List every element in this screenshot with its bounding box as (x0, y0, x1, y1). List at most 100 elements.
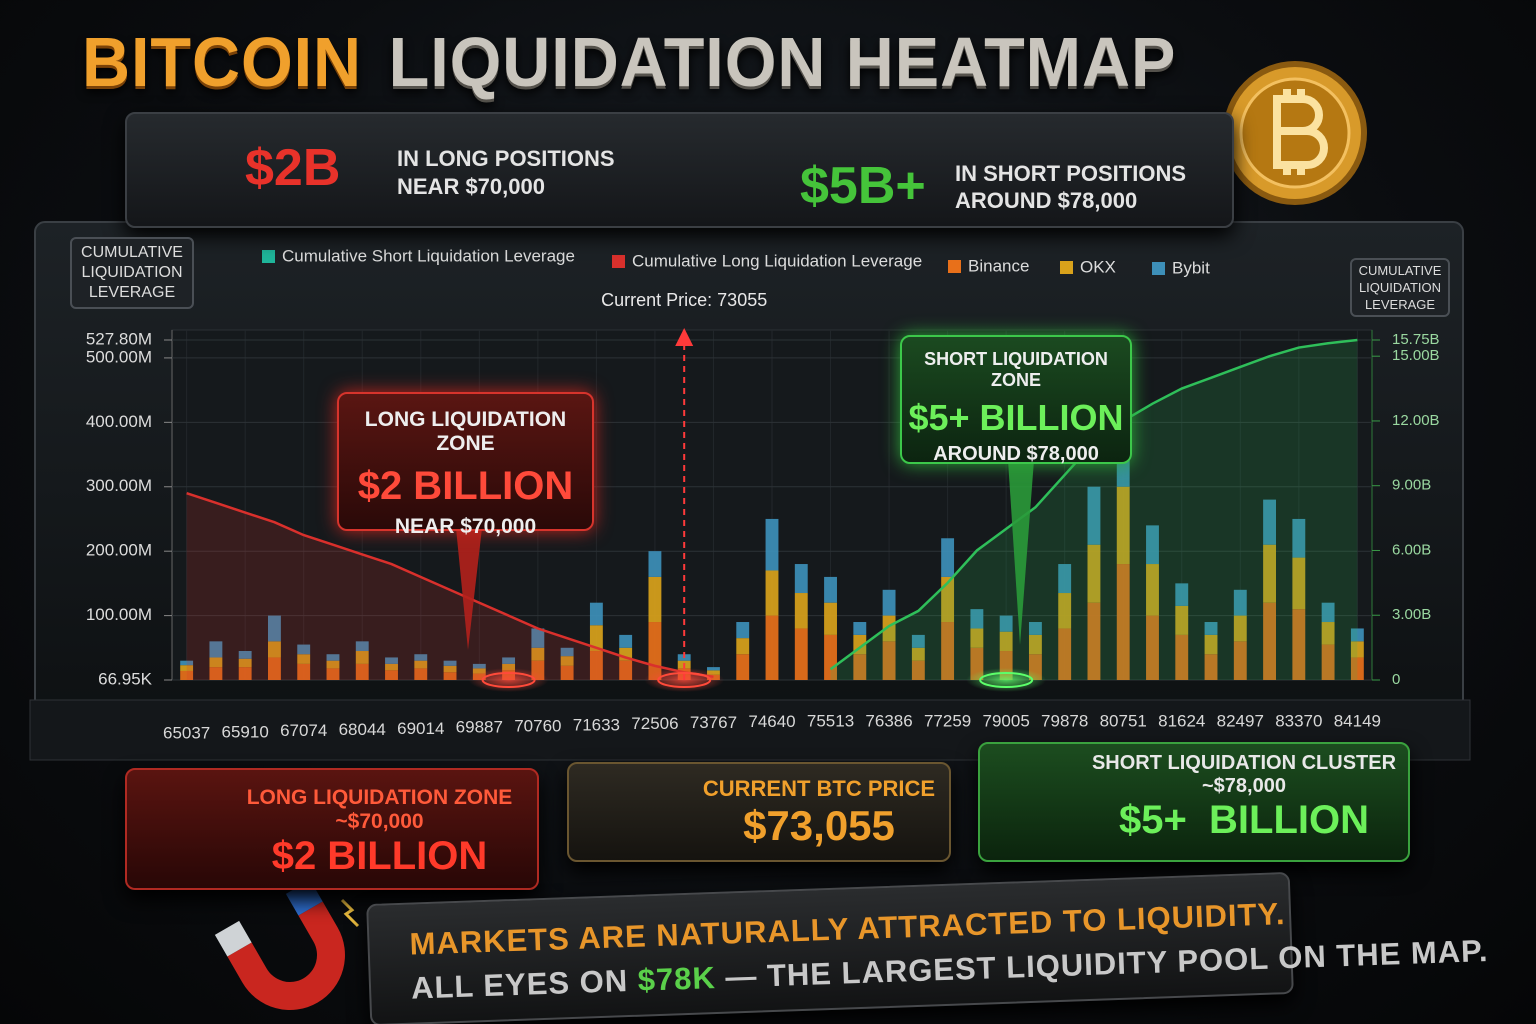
bar-segment (1233, 589, 1247, 616)
legend-label: OKX (1080, 257, 1116, 276)
bar-segment (1028, 622, 1042, 635)
bar-segment (1233, 615, 1247, 642)
x-tick-label: 79878 (1041, 711, 1088, 730)
bar-segment (824, 576, 837, 603)
bar-segment (1146, 525, 1159, 565)
x-tick-label: 82497 (1217, 711, 1264, 730)
x-tick-label: 76386 (865, 711, 912, 730)
callout-amount: $2 BILLION (357, 464, 574, 508)
legend-label: Cumulative Long Liquidation Leverage (632, 251, 922, 270)
bar-segment (941, 538, 955, 577)
bar-segment (180, 670, 194, 680)
bar-segment (1350, 641, 1364, 658)
bar-segment (648, 576, 662, 623)
bar-segment (1263, 544, 1276, 603)
summary-banner (125, 112, 1234, 228)
bar-segment (385, 663, 398, 671)
bar-segment (1350, 657, 1364, 680)
bar-segment (1321, 622, 1335, 645)
long-text: NEAR $70,000 (397, 174, 545, 199)
bar-segment (589, 651, 603, 680)
x-tick-label: 65037 (163, 723, 210, 742)
x-tick-label: 84149 (1334, 711, 1381, 730)
bar-segment (882, 641, 896, 680)
line-area (186, 493, 714, 680)
y2-tick-label: 9.00B (1392, 477, 1431, 494)
bar-segment (443, 660, 457, 666)
long-zone-callout: LONG LIQUIDATION ZONE $2 BILLION NEAR $7… (337, 392, 594, 538)
bar-segment (824, 602, 837, 635)
bar-segment (1263, 602, 1276, 680)
bar-segment (794, 593, 808, 629)
bar-segment (1058, 564, 1072, 594)
short-zone-callout: SHORT LIQUIDATION ZONE $5+ BILLION AROUN… (900, 335, 1132, 465)
bar-segment (1058, 628, 1072, 680)
callout-title: LONG LIQUIDATION ZONE (364, 408, 567, 455)
bar-segment (736, 622, 750, 639)
card-price: ~$78,000 (1202, 775, 1286, 797)
x-tick-label: 67074 (280, 721, 327, 740)
bar-segment (1292, 609, 1306, 680)
bar-segment (1175, 605, 1189, 635)
long-text: IN LONG POSITIONS (397, 146, 615, 171)
bar-segment (268, 615, 281, 642)
card-value: $73,055 (743, 802, 895, 849)
card-title: LONG LIQUIDATION ZONE (246, 786, 513, 809)
bar-segment (824, 634, 837, 680)
card-title: CURRENT BTC PRICE (702, 776, 936, 801)
callout-amount: $5+ BILLION (908, 397, 1124, 438)
legend-label: Cumulative Short Liquidation Leverage (282, 246, 575, 265)
legend-swatch (1152, 262, 1165, 275)
legend-label: Binance (968, 256, 1029, 275)
bar-segment (238, 651, 252, 659)
bar-segment (180, 665, 194, 671)
x-tick-label: 80751 (1100, 711, 1147, 730)
bar-segment (560, 656, 574, 666)
y-axis-label: CUMULATIVE LIQUIDATION LEVERAGE (70, 237, 194, 309)
footer-highlight: $78K (637, 960, 717, 998)
bar-segment (297, 663, 311, 680)
bar-segment (414, 668, 428, 680)
bar-segment (326, 654, 340, 661)
bar-segment (1146, 615, 1159, 680)
bar-segment (970, 609, 984, 629)
spark-icon (340, 898, 360, 928)
bar-segment (1292, 518, 1306, 558)
bar-segment (1146, 564, 1159, 616)
bar-segment (297, 654, 311, 664)
x-tick-label: 65910 (222, 722, 269, 741)
x-tick-label: 77259 (924, 711, 971, 730)
bar-segment (589, 625, 603, 652)
bitcoin-coin (1223, 61, 1367, 205)
bar-segment (999, 615, 1013, 632)
card-amount: $5+ BILLION (1118, 798, 1370, 842)
bar-segment (853, 654, 867, 680)
long-amount: $2B (245, 139, 341, 197)
bar-segment (209, 657, 223, 668)
x-tick-label: 71633 (573, 715, 620, 734)
bar-segment (209, 641, 223, 658)
y2-tick-label: 6.00B (1392, 541, 1431, 558)
callout-pointer (456, 528, 482, 650)
bar-segment (707, 667, 720, 671)
title: BITCOIN LIQUIDATION HEATMAP (82, 22, 1176, 102)
legend-swatch (1060, 261, 1073, 274)
bar-segment (765, 518, 779, 571)
x-tick-label: 72506 (631, 714, 678, 733)
card-price: ~$70,000 (335, 810, 424, 833)
y-tick-label: 500.00M (86, 347, 152, 366)
bar-segment (472, 668, 486, 674)
bar-segment (1175, 583, 1189, 606)
bar-segment (1321, 602, 1335, 623)
bar-segment (531, 628, 545, 648)
bar-segment (941, 622, 955, 680)
bar-segment (1204, 654, 1218, 680)
bar-segment (765, 615, 779, 680)
bar-segment (1204, 634, 1218, 655)
bar-segment (1292, 557, 1306, 610)
bar-segment (911, 660, 925, 680)
bar-segment (999, 631, 1013, 652)
bar-segment (472, 663, 486, 669)
